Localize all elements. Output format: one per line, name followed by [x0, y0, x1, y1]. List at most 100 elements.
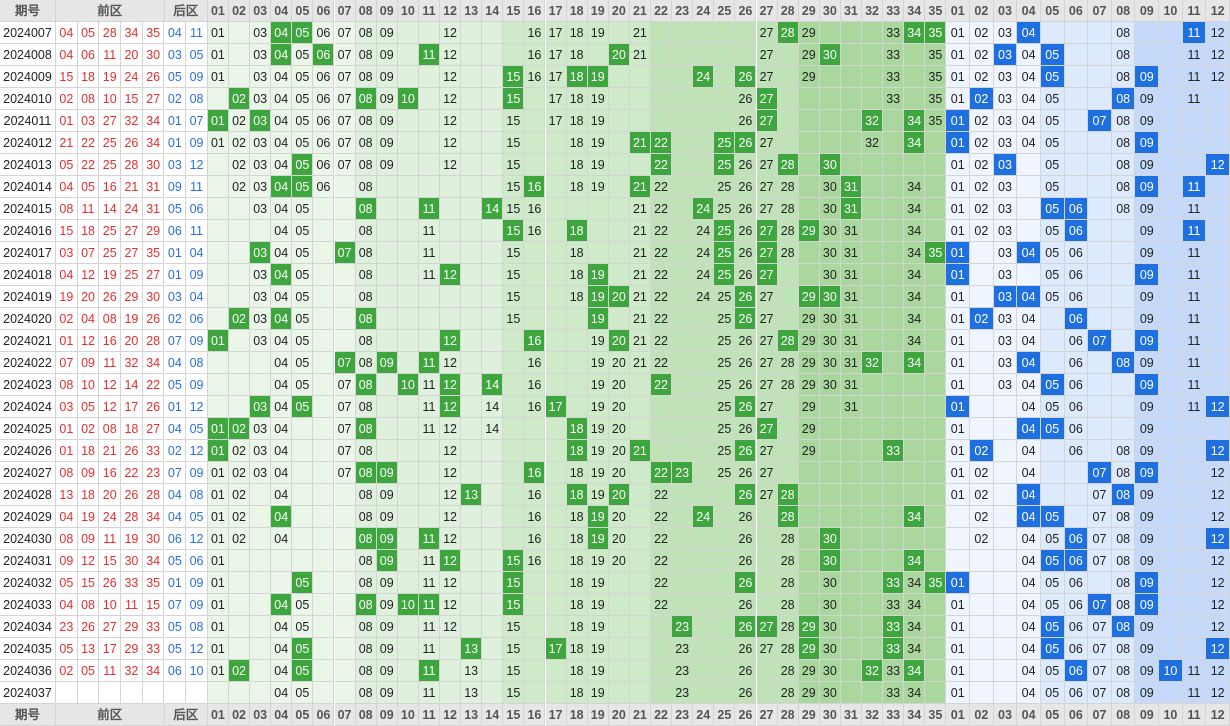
front-trend-cell	[672, 220, 694, 242]
front-trend-cell: 20	[608, 550, 630, 572]
front-draw-number: 33	[142, 638, 165, 660]
front-trend-cell: 05	[292, 682, 314, 704]
front-draw-number: 04	[56, 176, 78, 198]
back-trend-cell: 01	[946, 440, 971, 462]
front-trend-cell	[461, 506, 483, 528]
back-trend-cell	[1159, 308, 1183, 330]
front-trend-cell: 08	[355, 506, 377, 528]
back-trend-cell: 05	[1040, 154, 1065, 176]
back-draw-number: 10	[186, 660, 208, 682]
front-trend-cell: 29	[798, 682, 820, 704]
back-draw-number: 11	[186, 176, 208, 198]
front-trend-cell	[883, 462, 905, 484]
front-draw-number: 24	[121, 66, 143, 88]
front-trend-cell: 22	[651, 352, 673, 374]
front-draw-number: 28	[121, 506, 143, 528]
front-trend-cell	[461, 242, 483, 264]
front-trend-cell: 01	[207, 550, 229, 572]
back-trend-cell: 04	[1017, 572, 1041, 594]
back-trend-cell	[1111, 396, 1136, 418]
front-trend-cell	[376, 440, 398, 462]
back-draw-number: 07	[164, 330, 187, 352]
front-trend-cell	[524, 264, 546, 286]
back-number-header: 06	[1064, 0, 1089, 22]
front-trend-cell	[292, 506, 314, 528]
front-trend-cell: 21	[629, 44, 651, 66]
front-trend-cell	[651, 88, 673, 110]
front-trend-cell	[714, 44, 736, 66]
back-trend-cell: 01	[946, 352, 971, 374]
front-draw-number: 11	[99, 528, 122, 550]
front-trend-cell	[397, 176, 419, 198]
front-trend-cell	[397, 308, 419, 330]
back-trend-cell	[946, 506, 971, 528]
front-trend-cell	[334, 550, 356, 572]
front-hit-ball: 34	[904, 352, 926, 374]
front-hit-ball: 35	[925, 22, 947, 44]
front-draw-number: 07	[77, 242, 100, 264]
front-trend-cell: 07	[334, 44, 356, 66]
front-trend-cell: 03	[250, 88, 272, 110]
front-trend-cell: 04	[271, 638, 293, 660]
front-trend-cell	[587, 44, 609, 66]
back-trend-cell	[970, 264, 994, 286]
front-draw-number: 28	[99, 22, 122, 44]
back-trend-cell: 11	[1182, 308, 1207, 330]
back-trend-cell: 01	[946, 44, 971, 66]
front-draw-number: 29	[121, 616, 143, 638]
back-number-header: 02	[970, 704, 994, 726]
front-trend-cell	[862, 638, 884, 660]
front-hit-ball: 25	[714, 242, 736, 264]
front-trend-cell: 27	[756, 154, 778, 176]
back-hit-ball: 09	[1135, 66, 1160, 88]
front-number-header: 06	[313, 704, 335, 726]
front-trend-cell: 34	[904, 176, 926, 198]
front-trend-cell	[313, 396, 335, 418]
back-hit-ball: 09	[1135, 330, 1160, 352]
front-hit-ball: 12	[440, 550, 462, 572]
back-trend-cell	[1182, 484, 1207, 506]
front-trend-cell	[229, 374, 251, 396]
front-draw-number	[121, 682, 143, 704]
front-draw-number: 15	[77, 572, 100, 594]
back-trend-cell	[1088, 242, 1112, 264]
front-trend-cell	[862, 308, 884, 330]
front-trend-cell	[651, 22, 673, 44]
front-trend-cell	[629, 110, 651, 132]
front-trend-cell: 05	[292, 594, 314, 616]
back-hit-ball: 09	[1135, 594, 1160, 616]
front-trend-cell	[313, 484, 335, 506]
front-trend-cell: 02	[229, 110, 251, 132]
front-trend-cell: 03	[250, 440, 272, 462]
back-trend-cell: 05	[1040, 594, 1065, 616]
front-trend-cell	[672, 264, 694, 286]
front-trend-cell: 04	[271, 88, 293, 110]
issue-number: 2024023	[0, 374, 56, 396]
issue-number: 2024037	[0, 682, 56, 704]
front-trend-cell: 06	[313, 66, 335, 88]
back-number-header: 03	[993, 0, 1018, 22]
front-trend-cell: 09	[376, 638, 398, 660]
front-trend-cell	[461, 176, 483, 198]
back-trend-cell	[1111, 330, 1136, 352]
back-hit-ball: 08	[1111, 616, 1136, 638]
front-trend-cell	[503, 396, 525, 418]
front-trend-cell: 29	[798, 374, 820, 396]
front-hit-ball: 27	[756, 242, 778, 264]
back-trend-cell	[1159, 66, 1183, 88]
back-draw-number: 09	[186, 66, 208, 88]
front-trend-cell: 18	[566, 286, 588, 308]
front-hit-ball: 33	[883, 440, 905, 462]
front-trend-cell	[735, 22, 757, 44]
front-trend-cell	[440, 220, 462, 242]
front-trend-cell	[334, 528, 356, 550]
front-number-header: 32	[862, 0, 884, 22]
front-trend-cell	[840, 44, 862, 66]
front-trend-cell: 01	[207, 66, 229, 88]
front-hit-ball: 05	[292, 22, 314, 44]
back-hit-ball: 01	[946, 572, 971, 594]
back-trend-cell	[970, 638, 994, 660]
front-hit-ball: 30	[819, 550, 841, 572]
front-trend-cell	[629, 506, 651, 528]
front-trend-cell	[862, 264, 884, 286]
